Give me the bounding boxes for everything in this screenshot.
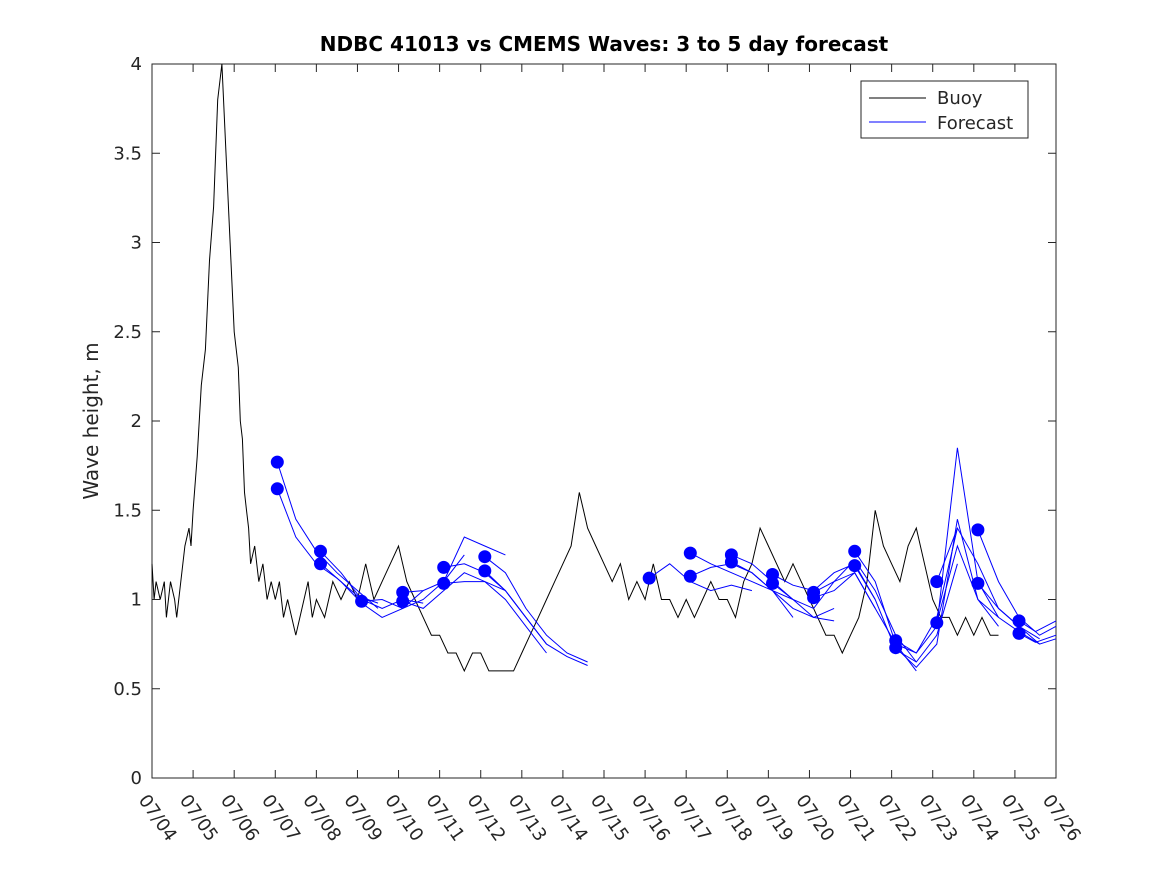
forecast-line-15	[731, 561, 835, 618]
forecast-marker-25	[930, 616, 944, 630]
buoy-series-layer	[151, 63, 999, 673]
x-tick-label-7: 07/11	[422, 791, 469, 846]
x-tick-label-2: 07/06	[216, 791, 263, 846]
forecast-line-28	[1018, 620, 1057, 633]
forecast-marker-28	[1012, 614, 1026, 628]
x-tick-label-9: 07/13	[504, 791, 551, 846]
x-tick-label-20: 07/24	[956, 791, 1003, 846]
legend-forecast-label: Forecast	[937, 113, 1013, 134]
forecast-marker-4	[355, 594, 369, 608]
x-tick-label-17: 07/21	[832, 791, 879, 846]
forecast-marker-2	[314, 544, 327, 558]
forecast-marker-17	[766, 576, 779, 590]
forecast-marker-24	[930, 575, 944, 589]
forecast-marker-10	[478, 564, 492, 578]
y-tick-label-4: 2	[131, 411, 142, 432]
forecast-marker-15	[724, 555, 738, 569]
forecast-line-20	[854, 527, 958, 654]
forecast-marker-9	[478, 550, 492, 564]
x-tick-label-11: 07/15	[586, 791, 633, 846]
x-tick-label-3: 07/07	[257, 791, 304, 846]
forecast-line-14	[731, 554, 835, 622]
x-tick-label-4: 07/08	[298, 791, 345, 846]
y-tick-label-5: 2.5	[113, 322, 142, 343]
forecast-marker-27	[971, 576, 985, 590]
x-tick-label-0: 07/04	[134, 791, 181, 846]
forecast-line-5	[402, 536, 506, 593]
forecast-marker-29	[1012, 626, 1026, 640]
legend: Buoy Forecast	[860, 80, 1029, 139]
forecast-line-12	[690, 552, 794, 600]
forecast-line-23	[895, 519, 999, 669]
forecast-marker-21	[848, 559, 862, 573]
y-tick-label-7: 3.5	[113, 143, 142, 164]
forecast-marker-16	[766, 568, 779, 581]
x-tick-label-18: 07/22	[874, 791, 921, 846]
x-tick-label-22: 07/26	[1038, 791, 1085, 846]
forecast-line-9	[484, 556, 588, 663]
forecast-marker-12	[683, 546, 697, 560]
forecast-marker-7	[437, 560, 451, 574]
forecast-markers-layer	[270, 455, 1026, 655]
y-tick-label-8: 4	[131, 54, 142, 75]
x-tick-label-12: 07/16	[627, 791, 674, 846]
x-tick-label-5: 07/09	[339, 791, 386, 846]
forecast-marker-1	[270, 482, 284, 496]
forecast-marker-20	[848, 544, 862, 558]
forecast-marker-0	[270, 455, 284, 469]
y-tick-label-2: 1	[131, 590, 142, 611]
forecast-marker-3	[314, 557, 327, 571]
forecast-marker-8	[437, 576, 451, 590]
forecast-marker-19	[807, 591, 821, 605]
y-tick-label-6: 3	[131, 233, 142, 254]
x-tick-label-15: 07/19	[750, 791, 797, 846]
x-tick-label-16: 07/20	[791, 791, 838, 846]
forecast-line-4	[361, 554, 465, 609]
x-tick-label-21: 07/25	[997, 791, 1044, 846]
legend-box	[860, 80, 1029, 139]
forecast-marker-23	[889, 641, 903, 655]
buoy-line	[151, 63, 999, 673]
forecast-line-11	[648, 563, 753, 592]
plot-area	[151, 63, 1057, 779]
x-tick-label-1: 07/05	[175, 791, 222, 846]
forecast-marker-5	[396, 585, 410, 599]
y-tick-label-3: 1.5	[113, 500, 142, 521]
forecast-line-10	[484, 570, 588, 666]
forecast-marker-26	[971, 523, 985, 537]
forecast-marker-11	[642, 571, 656, 585]
x-tick-label-13: 07/17	[668, 791, 715, 846]
forecast-line-8	[443, 581, 547, 654]
forecast-line-6	[402, 572, 506, 609]
forecast-marker-6	[396, 594, 410, 608]
y-tick-label-0: 0	[131, 768, 142, 789]
x-tick-label-14: 07/18	[709, 791, 756, 846]
x-tick-label-19: 07/23	[915, 791, 962, 846]
y-axis-label: Wave height, m	[79, 342, 103, 499]
x-tick-label-6: 07/10	[380, 791, 427, 846]
chart-title: NDBC 41013 vs CMEMS Waves: 3 to 5 day fo…	[320, 32, 889, 56]
forecast-marker-13	[683, 569, 697, 583]
legend-buoy-label: Buoy	[937, 88, 983, 109]
x-tick-label-10: 07/14	[545, 791, 592, 846]
forecast-line-13	[690, 563, 794, 618]
x-tick-label-8: 07/12	[463, 791, 510, 846]
y-tick-label-1: 0.5	[113, 679, 142, 700]
